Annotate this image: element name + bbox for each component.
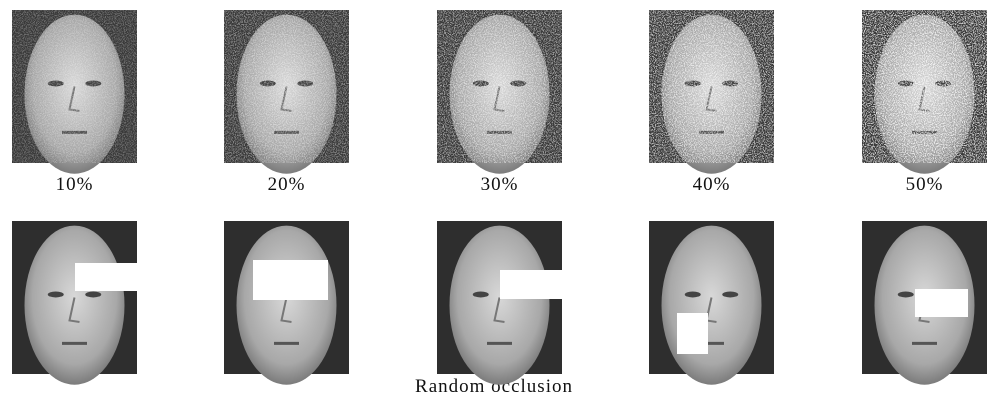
face-image [437, 10, 562, 174]
face-image [224, 10, 349, 174]
eye [47, 291, 64, 298]
occlusion-block [677, 313, 708, 354]
face-image [224, 221, 349, 385]
face-image [862, 10, 987, 174]
noise-overlay [649, 10, 774, 163]
noise-label: 40% [693, 174, 731, 195]
face-image [649, 10, 774, 174]
eye [722, 291, 739, 298]
nose [280, 297, 292, 323]
eye [897, 291, 914, 298]
eye [472, 291, 489, 298]
face [449, 225, 550, 385]
noise-overlay [437, 10, 562, 163]
eye [85, 291, 102, 298]
face-image [12, 221, 137, 385]
face [24, 225, 125, 385]
face [236, 225, 337, 385]
noise-label: 50% [906, 174, 944, 195]
noise-label: 10% [56, 174, 94, 195]
nose [493, 297, 505, 323]
face-image [437, 221, 562, 385]
caption: Random occlusion [415, 376, 573, 397]
occlusion-block [915, 289, 968, 317]
noise-label: 30% [481, 174, 519, 195]
face [661, 225, 762, 385]
nose [68, 297, 80, 323]
noise-label: 20% [268, 174, 306, 195]
occlusion-block [253, 260, 328, 300]
noise-overlay [12, 10, 137, 163]
eye [684, 291, 701, 298]
noise-overlay [862, 10, 987, 163]
noise-overlay [224, 10, 349, 163]
occlusion-block [75, 263, 137, 291]
face-image [12, 10, 137, 174]
occlusion-block [500, 270, 562, 299]
face-image [649, 221, 774, 385]
